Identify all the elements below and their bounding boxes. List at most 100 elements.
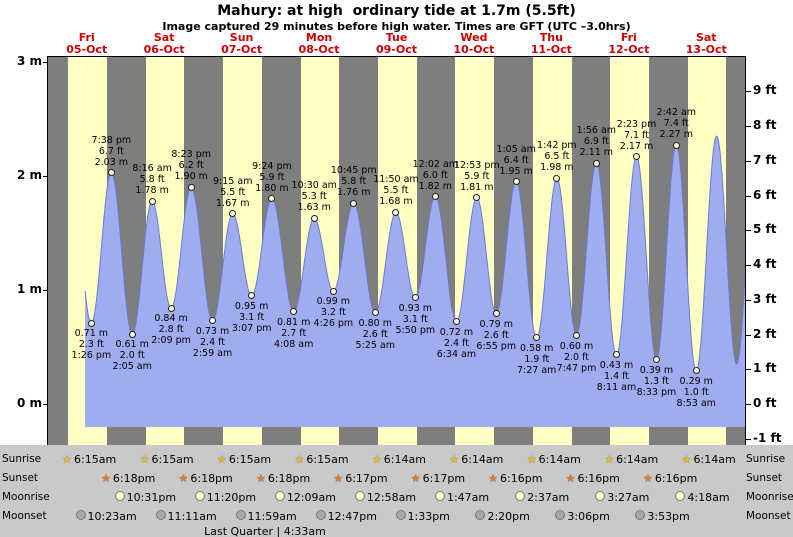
tide-extreme-marker (573, 332, 580, 340)
day-date: 12-Oct (608, 43, 650, 56)
y-axis-tick-right (746, 160, 751, 162)
tide-high-label: 2:42 am 7.4 ft 2.27 m (656, 107, 696, 141)
moonrise-time: 11:20pm (206, 491, 257, 504)
y-axis-label-ft: 7 ft (753, 152, 777, 167)
tide-high-label: 12:53 pm 5.9 ft 1.81 m (453, 159, 500, 193)
tide-high-label: 9:24 pm 5.9 ft 1.80 m (252, 160, 292, 194)
sunrise-entry: ★ 6:14am (372, 453, 426, 466)
tide-extreme-marker (392, 208, 400, 216)
day-column-label: Fri 05-Oct (66, 32, 107, 56)
y-axis-label-ft: 8 ft (753, 118, 777, 132)
sunrise-star-icon: ★ (681, 453, 692, 466)
astro-row-label-right-sunrise: Sunrise (746, 453, 786, 465)
astro-row-label-left-sunrise: Sunrise (2, 453, 42, 465)
sunset-entry: ★ 6:18pm (256, 472, 310, 485)
tide-low-label: 0.72 m 2.4 ft 6:34 am (436, 326, 477, 360)
sunrise-time: 6:15am (306, 453, 349, 466)
moonrise-time: 4:18am (687, 491, 730, 504)
sunrise-entry: ★ 6:15am (140, 453, 194, 466)
tide-high-label: 8:16 am 5.8 ft 1.78 m (132, 163, 172, 197)
sunset-time: 6:16pm (577, 472, 620, 485)
y-axis-label-ft: 6 ft (753, 187, 777, 202)
sunrise-entry: ★ 6:15am (295, 453, 349, 466)
moonrise-time: 12:09am (286, 491, 336, 504)
day-column-label: Fri 12-Oct (608, 32, 649, 56)
tide-extreme-marker (128, 330, 136, 338)
moonset-time: 12:47pm (327, 510, 377, 523)
chart-title: Mahury: at high ordinary tide at 1.7m (5… (217, 3, 576, 19)
y-axis-tick-right (746, 91, 751, 93)
moonrise-entry: 11:20pm (194, 491, 257, 504)
sunrise-entry: ★ 6:15am (62, 453, 116, 466)
sunset-entry: ★ 6:16pm (488, 472, 542, 485)
moonset-moon-icon (395, 510, 406, 520)
tide-extreme-marker (87, 319, 95, 327)
tide-low-label: 0.61 m 2.0 ft 2:05 am (112, 339, 152, 373)
tide-extreme-marker (533, 334, 541, 342)
moonrise-time: 3:27am (607, 491, 650, 504)
day-name: Fri (620, 31, 637, 44)
moonset-time: 10:23am (87, 510, 137, 523)
moonrise-moon-icon (434, 491, 445, 501)
moonset-time: 1:33pm (407, 510, 450, 523)
tide-extreme-marker (452, 318, 460, 326)
moonset-moon-icon (635, 510, 646, 520)
moonrise-entry: 3:27am (595, 491, 649, 504)
tide-low-label: 0.60 m 2.0 ft 7:47 pm (556, 340, 597, 374)
tide-low-label: 0.81 m 2.7 ft 4:08 am (273, 316, 314, 350)
sunrise-time: 6:14am (461, 453, 504, 466)
moonset-entry: 1:33pm (395, 510, 450, 523)
sunrise-entry: ★ 6:14am (449, 453, 503, 466)
moonrise-time: 2:37am (527, 491, 570, 504)
tide-extreme-marker (692, 367, 700, 375)
tide-high-label: 1:05 am 6.4 ft 1.95 m (496, 143, 536, 177)
sunrise-star-icon: ★ (449, 453, 460, 466)
tide-high-label: 11:50 am 5.5 ft 1.68 m (373, 174, 419, 208)
tide-extreme-marker (229, 210, 237, 218)
tide-area (85, 136, 745, 427)
sunset-time: 6:18pm (267, 472, 311, 485)
sunset-star-icon: ★ (643, 472, 653, 485)
y-axis-tick-right (746, 230, 751, 232)
moonset-time: 11:11am (167, 510, 217, 523)
sunrise-star-icon: ★ (526, 453, 537, 466)
y-axis-label-m: 3 m (16, 54, 42, 68)
moonset-time: 11:59am (247, 510, 297, 523)
day-name: Sat (153, 31, 175, 44)
y-axis-label-ft: 2 ft (753, 326, 777, 341)
chart-subtitle: Image captured 29 minutes before high wa… (162, 20, 631, 33)
moonset-entry: 10:23am (75, 510, 137, 523)
y-axis-label-ft: -1 ft (753, 430, 782, 445)
sunset-time: 6:18pm (190, 472, 233, 485)
day-name: Fri (78, 31, 95, 44)
day-column-label: Tue 09-Oct (376, 32, 417, 56)
tide-high-label: 10:45 pm 5.8 ft 1.76 m (330, 165, 377, 199)
sunset-entry: ★ 6:18pm (178, 472, 232, 485)
day-column-label: Thu 11-Oct (531, 32, 572, 56)
sunrise-star-icon: ★ (371, 453, 382, 466)
sunrise-star-icon: ★ (604, 453, 615, 466)
day-date: 08-Oct (298, 43, 340, 56)
tide-extreme-marker (411, 294, 419, 302)
moonset-moon-icon (235, 510, 246, 520)
tide-low-label: 0.73 m 2.4 ft 2:59 am (192, 325, 233, 359)
sunset-star-icon: ★ (565, 472, 576, 485)
moonset-entry: 3:53pm (635, 510, 690, 523)
day-name: Sat (695, 31, 717, 44)
sunrise-entry: ★ 6:14am (604, 453, 658, 466)
sunset-star-icon: ★ (488, 472, 499, 485)
y-axis-tick-right (746, 404, 751, 405)
tide-extreme-marker (268, 195, 276, 203)
sunset-star-icon: ★ (178, 472, 189, 485)
day-date: 10-Oct (453, 43, 495, 56)
sunrise-time: 6:14am (693, 453, 736, 466)
tide-extreme-marker (310, 214, 318, 222)
tide-low-label: 0.39 m 1.3 ft 8:33 pm (636, 364, 677, 398)
day-name: Mon (305, 31, 333, 44)
tide-low-label: 0.71 m 2.3 ft 1:26 pm (71, 328, 112, 362)
day-date: 07-Oct (221, 43, 263, 56)
day-date: 06-Oct (143, 43, 185, 56)
sunset-entry: ★ 6:16pm (566, 472, 620, 485)
sunrise-time: 6:15am (151, 453, 194, 466)
